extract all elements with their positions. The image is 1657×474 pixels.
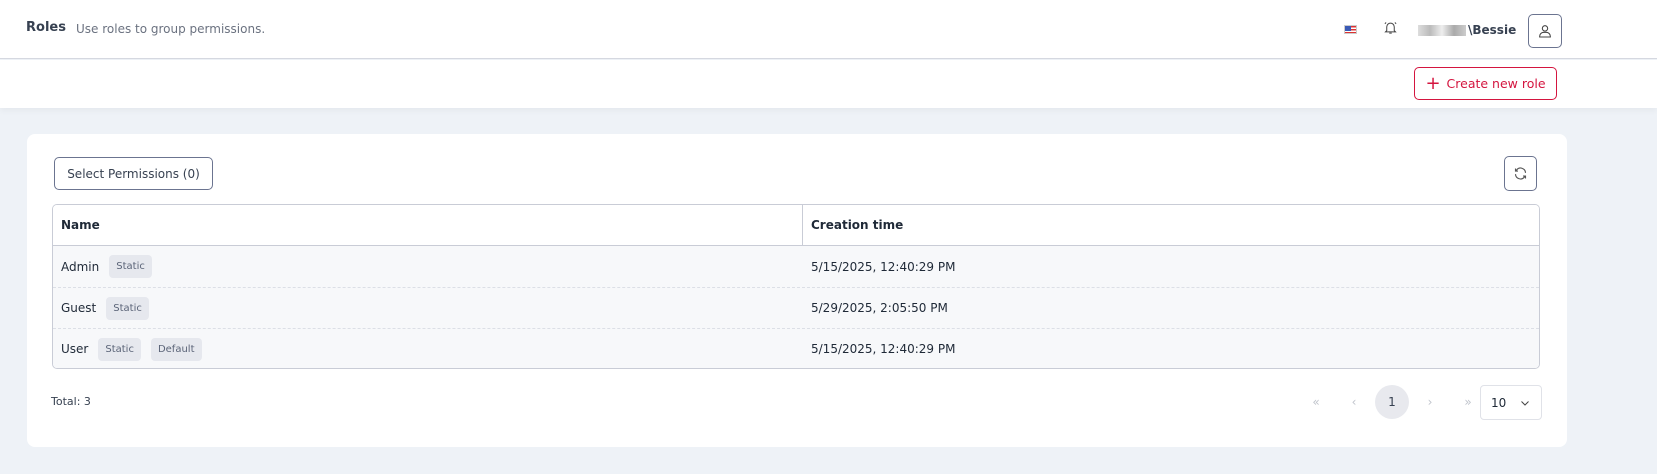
page-title: Roles — [26, 20, 66, 35]
page-subtitle: Use roles to group permissions. — [76, 22, 266, 36]
create-new-role-button[interactable]: + Create new role — [1414, 67, 1557, 100]
refresh-button[interactable] — [1504, 156, 1537, 191]
table-header: Name Creation time — [53, 205, 1539, 246]
chevron-down-icon — [1521, 400, 1529, 406]
role-name: Guest — [61, 301, 97, 315]
user-name[interactable]: \Bessie — [1418, 23, 1516, 37]
total-count: Total: 3 — [51, 395, 91, 408]
creation-time: 5/15/2025, 12:40:29 PM — [811, 259, 956, 274]
static-badge: Static — [109, 255, 152, 278]
table-row[interactable]: User Static Default 5/15/2025, 12:40:29 PM — [53, 328, 1539, 368]
prev-page-button[interactable]: ‹ — [1351, 395, 1357, 409]
creation-time: 5/29/2025, 2:05:50 PM — [811, 301, 948, 315]
role-name: Admin — [61, 259, 100, 274]
column-header-name[interactable]: Name — [53, 205, 803, 245]
page-size-select[interactable]: 10 — [1480, 385, 1542, 420]
username-text: \Bessie — [1468, 23, 1517, 37]
static-badge: Static — [106, 296, 149, 320]
first-page-button[interactable]: « — [1312, 395, 1320, 409]
table-row[interactable]: Admin Static 5/15/2025, 12:40:29 PM — [53, 246, 1539, 287]
static-badge: Static — [98, 337, 141, 361]
plus-icon: + — [1425, 73, 1441, 94]
us-flag-icon[interactable] — [1344, 25, 1357, 34]
table-row[interactable]: Guest Static 5/29/2025, 2:05:50 PM — [53, 287, 1539, 328]
column-header-creation-time[interactable]: Creation time — [811, 218, 904, 232]
last-page-button[interactable]: » — [1464, 395, 1472, 409]
pagination: « ‹ 1 › » — [1297, 385, 1487, 419]
page-toolbar: + Create new role — [0, 60, 1657, 108]
user-avatar-button[interactable] — [1528, 14, 1562, 48]
page-size-value: 10 — [1491, 395, 1507, 410]
user-icon — [1539, 25, 1551, 38]
roles-card: Select Permissions (0) Name Creation tim… — [27, 134, 1567, 447]
role-name: User — [61, 342, 89, 356]
refresh-icon — [1514, 167, 1527, 180]
redacted-tenant — [1418, 24, 1466, 36]
top-header: Roles Use roles to group permissions. \B… — [0, 0, 1657, 59]
creation-time: 5/15/2025, 12:40:29 PM — [811, 342, 956, 356]
roles-table: Name Creation time Admin Static 5/15/2025… — [52, 204, 1540, 369]
page-1-button[interactable]: 1 — [1375, 385, 1409, 419]
bell-icon[interactable] — [1383, 20, 1398, 39]
default-badge: Default — [150, 337, 202, 361]
create-label: Create new role — [1446, 76, 1546, 91]
select-permissions-button[interactable]: Select Permissions (0) — [54, 157, 213, 190]
next-page-button[interactable]: › — [1427, 395, 1433, 409]
